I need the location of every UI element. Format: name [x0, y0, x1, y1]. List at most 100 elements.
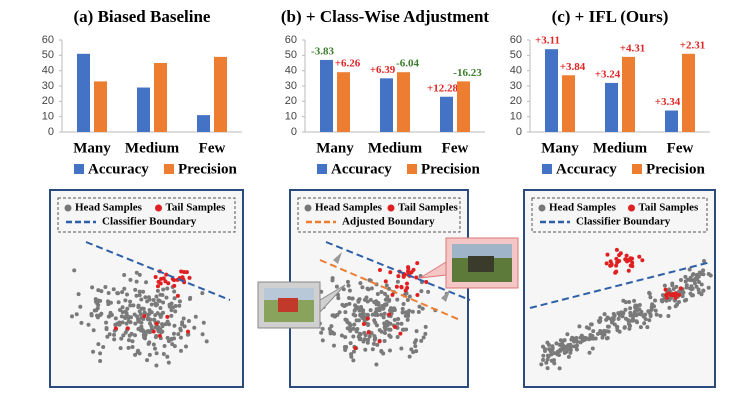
head-sample [171, 331, 176, 336]
head-sample [374, 299, 379, 304]
head-sample [368, 308, 373, 313]
head-sample [89, 313, 94, 318]
tail-sample [172, 283, 177, 288]
head-sample [107, 332, 112, 337]
head-sample [589, 322, 594, 327]
tail-sample [387, 312, 392, 317]
head-sample [383, 327, 388, 332]
tail-sample [383, 279, 388, 284]
x-tick-label: Few [442, 140, 469, 156]
head-sample [541, 353, 546, 358]
head-sample [172, 289, 177, 294]
head-sample [133, 287, 138, 292]
head-sample [120, 320, 125, 325]
head-sample [399, 321, 404, 326]
tail-sample [365, 316, 370, 321]
head-sample [558, 347, 563, 352]
head-sample [372, 318, 377, 323]
head-sample [178, 326, 183, 331]
tail-sample [614, 263, 619, 268]
head-sample [161, 300, 166, 305]
head-sample [654, 312, 659, 317]
head-sample [395, 321, 400, 326]
boundary [529, 261, 712, 309]
delta-label: +3.24 [595, 68, 621, 80]
head-sample [115, 291, 120, 296]
bar [545, 49, 558, 133]
head-sample [136, 319, 141, 324]
tail-sample [164, 272, 169, 277]
head-sample [706, 285, 711, 290]
head-sample [143, 332, 148, 337]
head-sample [423, 331, 428, 336]
adjusted-boundary [319, 259, 461, 321]
head-sample [401, 301, 406, 306]
y-tick-label: 50 [285, 49, 297, 61]
head-sample [381, 315, 386, 320]
tail-sample [388, 270, 393, 275]
head-sample [137, 289, 142, 294]
head-sample [634, 319, 639, 324]
head-sample [565, 332, 570, 337]
head-sample [137, 272, 142, 277]
head-sample [395, 279, 400, 284]
tail-sample [399, 284, 404, 289]
head-sample [351, 358, 356, 363]
head-sample [353, 313, 358, 318]
head-sample [98, 351, 103, 356]
head-sample [688, 291, 693, 296]
tail-sample [125, 326, 130, 331]
legend-swatch [632, 164, 642, 174]
head-sample [181, 316, 186, 321]
tail-sample [618, 251, 623, 256]
head-sample [604, 317, 609, 322]
head-sample [554, 341, 559, 346]
head-sample [165, 335, 170, 340]
head-sample [548, 349, 553, 354]
head-sample [347, 301, 352, 306]
head-sample [684, 285, 689, 290]
head-sample [105, 334, 110, 339]
head-sample [164, 295, 169, 300]
head-sample [645, 325, 650, 330]
head-sample [382, 291, 387, 296]
head-sample [540, 344, 545, 349]
head-sample [121, 333, 126, 338]
head-sample [706, 271, 711, 276]
legend-label: Accuracy [331, 161, 392, 177]
head-sample [355, 326, 360, 331]
head-sample [344, 318, 349, 323]
head-sample [383, 323, 388, 328]
delta-label: +6.26 [335, 58, 361, 70]
head-sample [555, 350, 560, 355]
head-sample [120, 305, 125, 310]
head-sample [133, 352, 138, 357]
head-sample [368, 297, 373, 302]
head-sample [682, 298, 687, 303]
head-sample [363, 333, 368, 338]
delta-label: -16.23 [453, 67, 482, 79]
head-sample [678, 277, 683, 282]
legend-swatch [407, 164, 417, 174]
head-sample [128, 299, 133, 304]
y-tick-label: 60 [510, 34, 522, 46]
x-tick-label: Many [541, 140, 579, 156]
head-sample [367, 278, 372, 283]
head-sample [163, 322, 168, 327]
head-sample [70, 314, 75, 319]
legend-box [57, 197, 236, 233]
head-sample [379, 290, 384, 295]
tail-sample [605, 252, 610, 257]
legend-box [297, 197, 461, 233]
head-sample [387, 348, 392, 353]
head-sample [638, 325, 643, 330]
legend-dot [155, 204, 162, 212]
head-sample [409, 347, 414, 352]
head-sample [122, 273, 127, 278]
legend-label: Precision [178, 161, 238, 177]
head-sample [670, 281, 675, 286]
head-sample [623, 300, 628, 305]
head-sample [662, 283, 667, 288]
tail-sample [613, 270, 618, 275]
head-sample [106, 299, 111, 304]
